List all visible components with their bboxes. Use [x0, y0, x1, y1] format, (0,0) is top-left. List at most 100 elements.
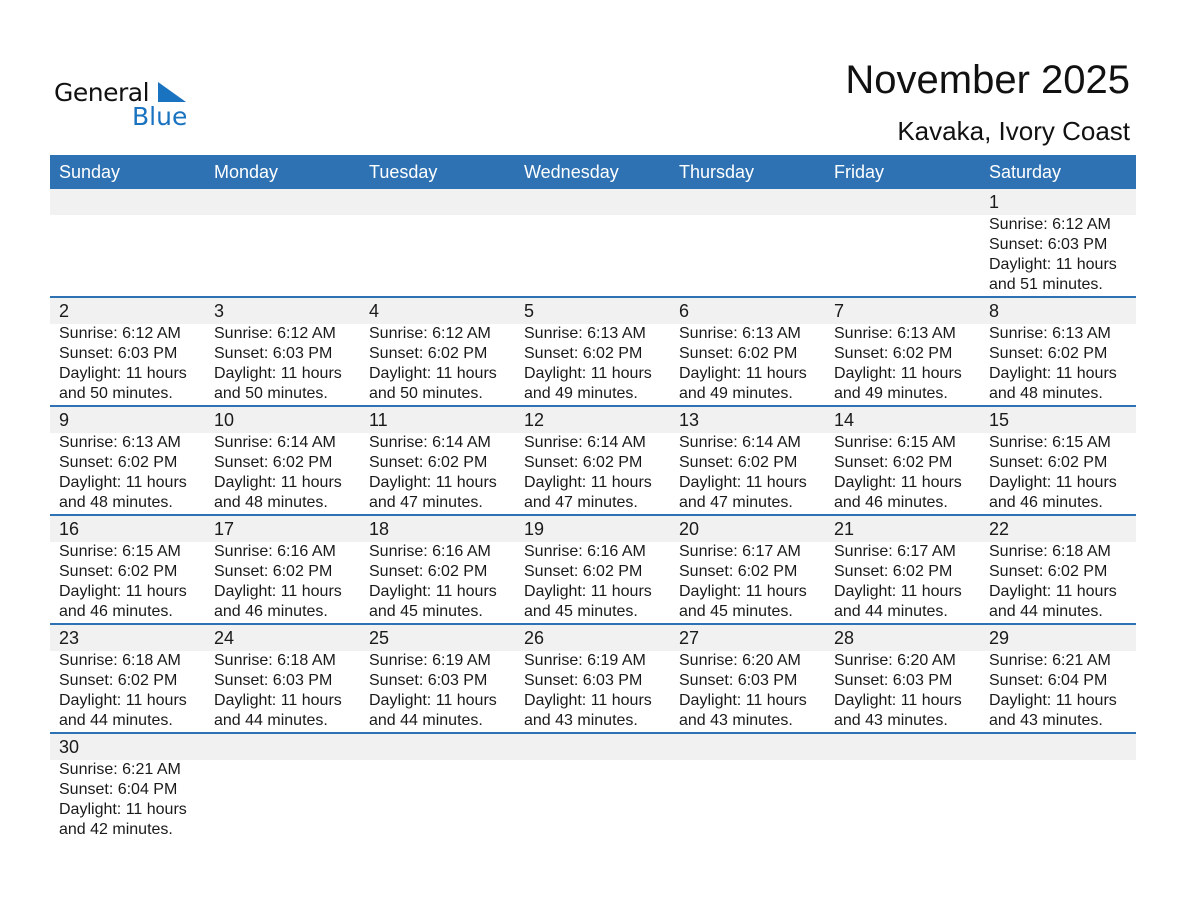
weekday-header: Sunday Monday Tuesday Wednesday Thursday Frid… [50, 155, 1136, 189]
week-row: 30 Sunrise: 6:21 AM Sunset: 6:04 PM Dayligh… [50, 734, 1136, 843]
date-band [50, 298, 1136, 324]
daylight-text: Daylight: 11 hours [989, 583, 1117, 600]
sunset-text: Sunset: 6:03 PM [524, 672, 643, 689]
day-number: 26 [524, 628, 545, 648]
sunrise-text: Sunrise: 6:20 AM [834, 652, 956, 669]
sunrise-text: Sunrise: 6:14 AM [524, 434, 646, 451]
calendar: Sunday Monday Tuesday Wednesday Thursday Frid… [50, 155, 1136, 843]
sunset-text: Sunset: 6:02 PM [989, 345, 1108, 362]
sunrise-text: Sunrise: 6:21 AM [989, 652, 1111, 669]
day-number: 3 [214, 301, 225, 321]
daylight-text: Daylight: 11 hours [59, 365, 187, 382]
sunset-text: Sunset: 6:03 PM [834, 672, 953, 689]
day-cell: 1 Sunrise: 6:12 AM Sunset: 6:03 PM Daylight… [980, 189, 1135, 295]
day-cell: 23 Sunrise: 6:18 AM Sunset: 6:02 PM Dayligh… [50, 625, 205, 731]
logo-blue-text: Blue [132, 102, 188, 131]
day-number: 25 [369, 628, 390, 648]
day-number: 12 [524, 410, 545, 430]
day-number: 18 [369, 519, 390, 539]
daylight-text: Daylight: 11 hours [214, 474, 342, 491]
sunrise-text: Sunrise: 6:17 AM [834, 543, 956, 560]
sunset-text: Sunset: 6:02 PM [59, 672, 178, 689]
week-row: 23 Sunrise: 6:18 AM Sunset: 6:02 PM Dayligh… [50, 625, 1136, 734]
day-cell: 17 Sunrise: 6:16 AM Sunset: 6:02 PM Dayligh… [205, 516, 360, 622]
day-cell: 7 Sunrise: 6:13 AM Sunset: 6:02 PM Daylight… [825, 298, 980, 404]
day-number: 4 [369, 301, 380, 321]
sunset-text: Sunset: 6:02 PM [679, 563, 798, 580]
daylight-minutes-text: and 45 minutes. [524, 603, 638, 620]
day-cell: 8 Sunrise: 6:13 AM Sunset: 6:02 PM Daylight… [980, 298, 1135, 404]
daylight-minutes-text: and 44 minutes. [59, 712, 173, 729]
daylight-minutes-text: and 47 minutes. [524, 494, 638, 511]
daylight-minutes-text: and 49 minutes. [679, 385, 793, 402]
day-cell: 11 Sunrise: 6:14 AM Sunset: 6:02 PM Dayligh… [360, 407, 515, 513]
day-cell: 9 Sunrise: 6:13 AM Sunset: 6:02 PM Daylight… [50, 407, 205, 513]
sunrise-text: Sunrise: 6:12 AM [369, 325, 491, 342]
day-number: 6 [679, 301, 690, 321]
day-cell: 6 Sunrise: 6:13 AM Sunset: 6:02 PM Daylight… [670, 298, 825, 404]
sunset-text: Sunset: 6:02 PM [214, 454, 333, 471]
day-number: 24 [214, 628, 235, 648]
daylight-minutes-text: and 46 minutes. [989, 494, 1103, 511]
daylight-text: Daylight: 11 hours [834, 692, 962, 709]
daylight-minutes-text: and 45 minutes. [369, 603, 483, 620]
daylight-minutes-text: and 44 minutes. [214, 712, 328, 729]
sunset-text: Sunset: 6:04 PM [989, 672, 1108, 689]
week-row: 16 Sunrise: 6:15 AM Sunset: 6:02 PM Dayligh… [50, 516, 1136, 625]
sunset-text: Sunset: 6:02 PM [369, 345, 488, 362]
date-band [50, 734, 1136, 760]
day-number: 2 [59, 301, 70, 321]
date-band [50, 516, 1136, 542]
day-cell: 22 Sunrise: 6:18 AM Sunset: 6:02 PM Dayligh… [980, 516, 1135, 622]
sunrise-text: Sunrise: 6:17 AM [679, 543, 801, 560]
sunset-text: Sunset: 6:02 PM [834, 454, 953, 471]
sunset-text: Sunset: 6:03 PM [369, 672, 488, 689]
daylight-text: Daylight: 11 hours [834, 365, 962, 382]
daylight-minutes-text: and 43 minutes. [989, 712, 1103, 729]
day-cell: 10 Sunrise: 6:14 AM Sunset: 6:02 PM Dayligh… [205, 407, 360, 513]
daylight-text: Daylight: 11 hours [59, 583, 187, 600]
daylight-text: Daylight: 11 hours [989, 365, 1117, 382]
sunset-text: Sunset: 6:03 PM [989, 236, 1108, 253]
empty-cell [205, 734, 360, 840]
day-number: 21 [834, 519, 855, 539]
daylight-minutes-text: and 46 minutes. [214, 603, 328, 620]
day-number: 20 [679, 519, 700, 539]
day-number: 22 [989, 519, 1010, 539]
daylight-text: Daylight: 11 hours [524, 474, 652, 491]
weekday-tuesday: Tuesday [369, 162, 438, 182]
sunrise-text: Sunrise: 6:15 AM [59, 543, 181, 560]
day-number: 17 [214, 519, 235, 539]
week-row: 9 Sunrise: 6:13 AM Sunset: 6:02 PM Daylight… [50, 407, 1136, 516]
date-band [50, 189, 1136, 215]
daylight-minutes-text: and 48 minutes. [214, 494, 328, 511]
daylight-text: Daylight: 11 hours [834, 583, 962, 600]
daylight-minutes-text: and 47 minutes. [369, 494, 483, 511]
day-cell: 28 Sunrise: 6:20 AM Sunset: 6:03 PM Dayligh… [825, 625, 980, 731]
sunrise-text: Sunrise: 6:12 AM [59, 325, 181, 342]
sunset-text: Sunset: 6:02 PM [369, 454, 488, 471]
day-number: 8 [989, 301, 1000, 321]
daylight-minutes-text: and 44 minutes. [834, 603, 948, 620]
day-cell: 2 Sunrise: 6:12 AM Sunset: 6:03 PM Daylight… [50, 298, 205, 404]
daylight-minutes-text: and 42 minutes. [59, 821, 173, 838]
sunset-text: Sunset: 6:02 PM [369, 563, 488, 580]
daylight-minutes-text: and 49 minutes. [834, 385, 948, 402]
day-cell: 3 Sunrise: 6:12 AM Sunset: 6:03 PM Daylight… [205, 298, 360, 404]
daylight-text: Daylight: 11 hours [834, 474, 962, 491]
sunrise-text: Sunrise: 6:15 AM [989, 434, 1111, 451]
empty-cell [205, 189, 360, 295]
date-band [50, 625, 1136, 651]
day-number: 14 [834, 410, 855, 430]
daylight-minutes-text: and 48 minutes. [59, 494, 173, 511]
daylight-text: Daylight: 11 hours [369, 692, 497, 709]
day-number: 9 [59, 410, 70, 430]
sunset-text: Sunset: 6:02 PM [59, 454, 178, 471]
daylight-text: Daylight: 11 hours [679, 692, 807, 709]
sunrise-text: Sunrise: 6:12 AM [214, 325, 336, 342]
empty-cell [670, 189, 825, 295]
sunset-text: Sunset: 6:03 PM [214, 345, 333, 362]
day-cell: 12 Sunrise: 6:14 AM Sunset: 6:02 PM Dayligh… [515, 407, 670, 513]
daylight-text: Daylight: 11 hours [369, 474, 497, 491]
day-number: 13 [679, 410, 700, 430]
